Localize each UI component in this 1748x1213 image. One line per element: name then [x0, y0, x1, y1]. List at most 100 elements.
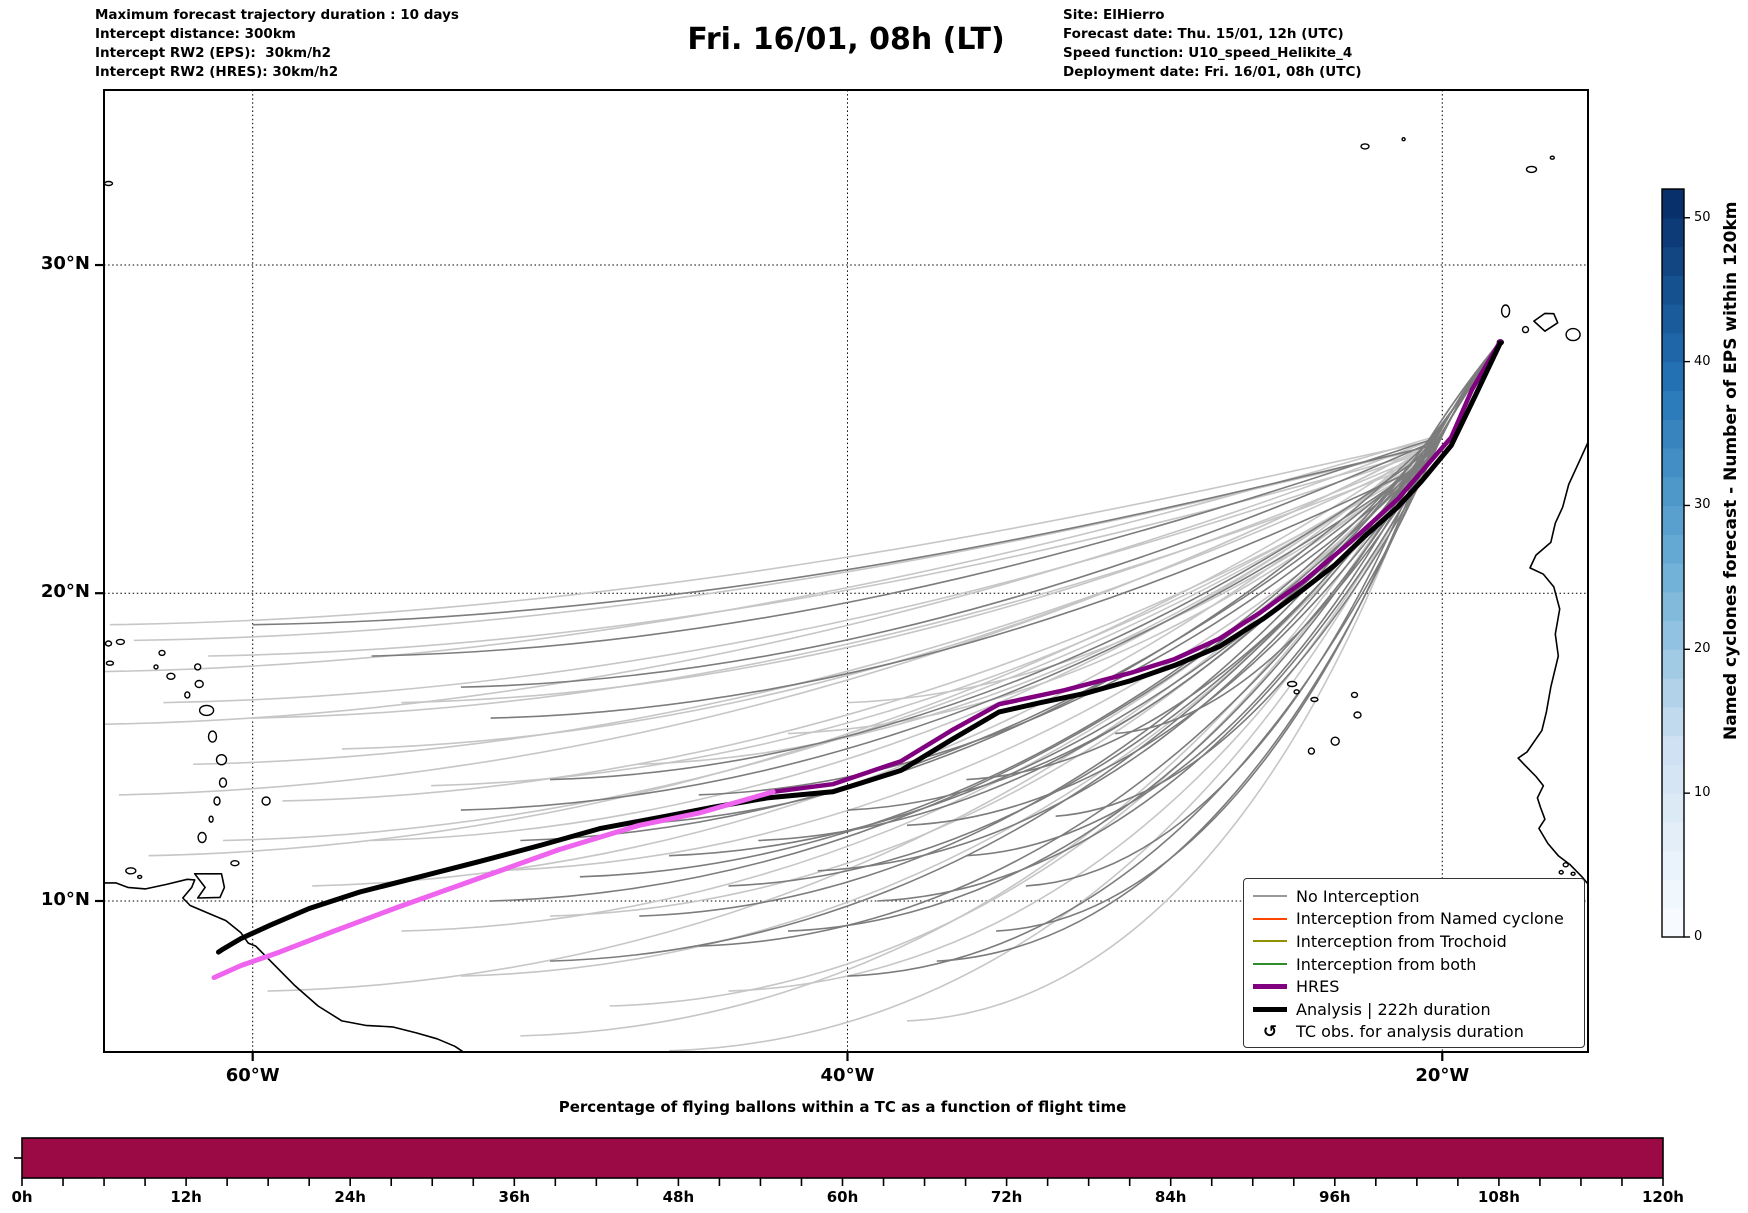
island: [105, 660, 115, 666]
bar-x-tick-label: 12h: [170, 1188, 202, 1206]
colorbar-step: [1662, 591, 1684, 622]
colorbar-tick-label: 40: [1694, 353, 1711, 369]
colorbar-step: [1662, 476, 1684, 507]
coastline-africa-west-coast: [1517, 440, 1588, 886]
eps-trajectory-light: [208, 342, 1500, 657]
forecast-settings-line: Intercept RW2 (HRES): 30km/h2: [95, 64, 339, 80]
colorbar-step: [1662, 735, 1684, 765]
eps-trajectory-dark: [698, 342, 1500, 947]
eps-trajectory-dark: [490, 342, 1500, 719]
legend-item-label: Interception from both: [1296, 954, 1477, 974]
colorbar-step: [1662, 764, 1684, 794]
island: [197, 831, 207, 844]
eps-trajectory-dark: [639, 342, 1500, 917]
coastline-trinidad: [193, 873, 226, 899]
island: [104, 640, 113, 647]
y-tick-label: 10°N: [40, 889, 90, 910]
island: [1330, 736, 1340, 746]
legend-line-swatch: [1253, 984, 1287, 990]
bar-x-tick-label: 60h: [826, 1188, 859, 1206]
colorbar-step: [1662, 390, 1684, 420]
colorbar-tick-label: 10: [1694, 785, 1711, 801]
map-border: [103, 89, 1589, 1053]
eps-trajectory-dark: [252, 342, 1500, 626]
eps-trajectory-dark: [1025, 342, 1500, 887]
island: [136, 874, 143, 880]
legend-swatch: [1252, 1006, 1288, 1012]
eps-trajectory-light: [118, 342, 1500, 796]
colorbar-step: [1662, 678, 1684, 708]
colorbar-step: [1662, 563, 1684, 593]
page-title: Fri. 16/01, 08h (LT): [687, 22, 1005, 57]
colorbar-step: [1662, 246, 1684, 276]
bar-x-tick-label: 72h: [990, 1188, 1023, 1206]
island: [184, 691, 191, 699]
legend-item: ↺ TC obs. for analysis duration: [1252, 1021, 1574, 1044]
legend-item-label: Interception from Named cyclone: [1296, 909, 1564, 929]
legend-item-label: Interception from Trochoid: [1296, 931, 1507, 951]
site-info-line: Forecast date: Thu. 15/01, 12h (UTC): [1063, 26, 1344, 42]
legend-item: Interception from both: [1252, 953, 1574, 976]
island: [1310, 696, 1319, 703]
legend-item: Interception from Trochoid: [1252, 930, 1574, 953]
map-legend: No Interception Interception from Named c…: [1243, 878, 1585, 1049]
eps-trajectory-dark: [1055, 342, 1500, 817]
colorbar-step: [1662, 793, 1684, 823]
legend-item: Analysis | 222h duration: [1252, 998, 1574, 1021]
legend-swatch: [1252, 917, 1288, 920]
bar-x-tick-label: 84h: [1154, 1188, 1187, 1206]
bar-x-tick-label: 36h: [498, 1188, 531, 1206]
island: [1350, 691, 1359, 699]
map-plot-area: [104, 90, 1588, 1052]
island: [194, 679, 204, 689]
coastline-tenerife: [1533, 312, 1559, 332]
island: [198, 704, 215, 717]
eps-trajectory-dark: [966, 342, 1500, 857]
colorbar-label: Named cyclones forecast - Number of EPS …: [1721, 201, 1741, 740]
colorbar-step: [1662, 850, 1684, 881]
colorbar-step: [1662, 821, 1684, 852]
colorbar-step: [1662, 879, 1684, 909]
eps-trajectory-dark: [847, 342, 1500, 811]
legend-item-label: No Interception: [1296, 886, 1420, 906]
island: [1353, 711, 1362, 719]
bar-x-tick-label: 24h: [334, 1188, 366, 1206]
colorbar-step: [1662, 332, 1684, 363]
colorbar-step: [1662, 217, 1684, 248]
hres-extension-trajectory: [211, 789, 776, 981]
analysis-trajectory: [216, 340, 1503, 955]
island: [1570, 871, 1576, 876]
eps-trajectory-light: [222, 342, 1500, 842]
island: [230, 860, 240, 867]
bar-x-tick-label: 120h: [1642, 1188, 1684, 1206]
legend-swatch: [1252, 984, 1288, 990]
x-tick-label: 20°W: [1415, 1065, 1470, 1086]
eps-trajectory-light: [371, 342, 1500, 842]
island: [115, 638, 126, 646]
colorbar-step: [1662, 908, 1684, 938]
site-info-line: Speed function: U10_speed_Helikite_4: [1063, 45, 1353, 61]
bar-x-tick-label: 108h: [1477, 1188, 1520, 1206]
colorbar-step: [1662, 706, 1684, 737]
island: [166, 672, 176, 680]
island: [158, 649, 166, 657]
legend-line-swatch: [1253, 940, 1287, 943]
legend-item: HRES: [1252, 975, 1574, 998]
colorbar-step: [1662, 505, 1684, 535]
island: [215, 754, 228, 766]
island: [1360, 143, 1370, 150]
site-info-line: Site: ElHierro: [1063, 7, 1165, 23]
legend-item-label: TC obs. for analysis duration: [1296, 1022, 1524, 1042]
island: [1401, 136, 1406, 142]
legend-item: No Interception: [1252, 885, 1574, 908]
legend-item-label: HRES: [1296, 977, 1340, 997]
island: [1525, 165, 1538, 174]
eps-trajectory-dark: [936, 342, 1500, 962]
coastline-south-america: [104, 878, 465, 1052]
forecast-settings-block: Maximum forecast trajectory duration : 1…: [95, 6, 459, 82]
bar-x-tick-label: 96h: [1319, 1188, 1351, 1206]
site-info-line: Deployment date: Fri. 16/01, 08h (UTC): [1063, 64, 1362, 80]
colorbar-step: [1662, 275, 1684, 305]
site-info-block: Site: ElHierro Forecast date: Thu. 15/01,…: [1063, 6, 1362, 82]
